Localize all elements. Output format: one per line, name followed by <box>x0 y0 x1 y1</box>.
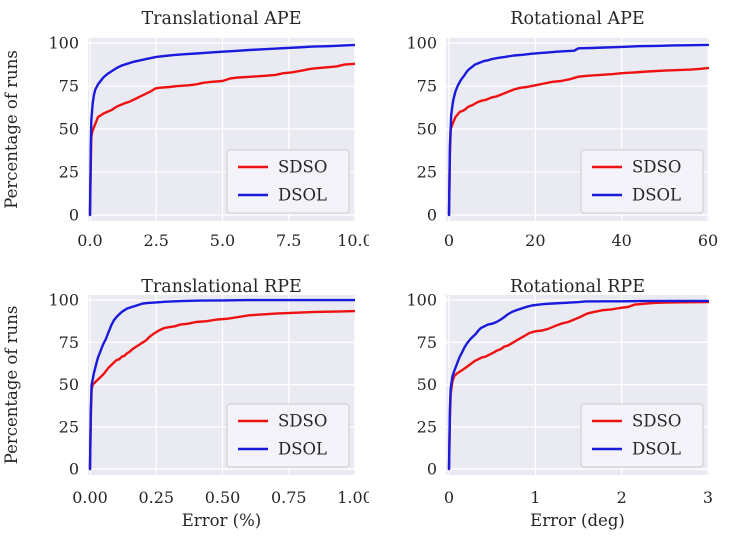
legend-label-sdso: SDSO <box>278 412 327 431</box>
dsol-line <box>447 299 709 471</box>
x-tick-label: 3 <box>703 488 713 507</box>
y-tick-label: 25 <box>59 163 79 182</box>
y-tick-label: 75 <box>417 77 437 96</box>
legend-label-dsol: DSOL <box>278 440 327 459</box>
chart-title: Rotational APE <box>510 9 644 29</box>
chart-title: Translational RPE <box>141 277 302 297</box>
x-axis-label: Error (%) <box>182 511 261 530</box>
x-tick-label: 2.5 <box>144 231 169 250</box>
x-tick-label: 5.0 <box>210 231 235 250</box>
chart-rotational-ape: 0 20 40 60 0 25 50 75 100 Rotational APE SDSO DSOL <box>406 9 718 250</box>
y-tick-label: 25 <box>59 417 79 436</box>
sdso-line <box>88 62 355 217</box>
legend: SDSO DSOL <box>580 149 704 214</box>
x-axis-label: Error (deg) <box>530 511 625 530</box>
x-tick-label: 10.0 <box>337 231 369 250</box>
y-tick-label: 75 <box>417 333 437 352</box>
legend-label-sdso: SDSO <box>278 158 327 177</box>
legend: SDSO DSOL <box>226 403 350 468</box>
y-tick-label: 50 <box>417 120 437 139</box>
chart-title: Rotational RPE <box>510 277 645 297</box>
y-tick-label: 100 <box>48 291 79 310</box>
x-tick-label: 0 <box>444 488 454 507</box>
x-tick-label: 2 <box>617 488 627 507</box>
y-tick-label: 50 <box>59 375 79 394</box>
chart-rotational-rpe: 0 1 2 3 0 25 50 75 100 Rotational RPE Error (deg) S… <box>406 277 713 530</box>
y-tick-label: 0 <box>427 460 437 479</box>
x-tick-label: 0.00 <box>72 488 108 507</box>
x-tick-label: 0 <box>444 231 454 250</box>
x-tick-label: 40 <box>611 231 631 250</box>
x-tick-label: 7.5 <box>276 231 301 250</box>
sdso-line <box>447 300 709 471</box>
legend: SDSO DSOL <box>226 149 350 214</box>
y-tick-label: 0 <box>427 205 437 224</box>
x-tick-label: 0.50 <box>205 488 241 507</box>
y-axis-label: Percentage of runs <box>2 306 21 465</box>
y-tick-label: 0 <box>69 460 79 479</box>
x-tick-label: 20 <box>525 231 545 250</box>
y-tick-label: 100 <box>406 34 437 53</box>
y-tick-label: 50 <box>59 120 79 139</box>
dsol-line <box>447 43 709 217</box>
x-tick-label: 1.00 <box>337 488 369 507</box>
y-tick-label: 50 <box>417 375 437 394</box>
legend-label-sdso: SDSO <box>632 412 681 431</box>
legend: SDSO DSOL <box>580 403 704 468</box>
dsol-line <box>88 298 355 471</box>
legend-label-dsol: DSOL <box>632 440 681 459</box>
x-tick-label: 1 <box>530 488 540 507</box>
sdso-line <box>447 66 709 217</box>
y-tick-label: 75 <box>59 333 79 352</box>
x-tick-label: 60 <box>698 231 718 250</box>
x-tick-label: 0.75 <box>271 488 307 507</box>
y-tick-label: 100 <box>48 34 79 53</box>
legend-label-dsol: DSOL <box>278 186 327 205</box>
legend-label-dsol: DSOL <box>632 186 681 205</box>
sdso-line <box>88 309 355 471</box>
y-axis-label: Percentage of runs <box>2 50 21 209</box>
legend-label-sdso: SDSO <box>632 158 681 177</box>
x-tick-label: 0.0 <box>77 231 102 250</box>
x-tick-label: 0.25 <box>138 488 174 507</box>
y-tick-label: 25 <box>417 163 437 182</box>
chart-title: Translational APE <box>142 9 302 29</box>
dsol-line <box>88 43 355 217</box>
y-tick-label: 25 <box>417 417 437 436</box>
y-tick-label: 100 <box>406 291 437 310</box>
y-tick-label: 0 <box>69 205 79 224</box>
chart-translational-ape: 0.0 2.5 5.0 7.5 10.0 0 25 50 75 100 Translational … <box>2 9 369 250</box>
chart-translational-rpe: 0.00 0.25 0.50 0.75 1.00 0 25 50 75 100 Translatio… <box>2 277 369 530</box>
y-tick-label: 75 <box>59 77 79 96</box>
